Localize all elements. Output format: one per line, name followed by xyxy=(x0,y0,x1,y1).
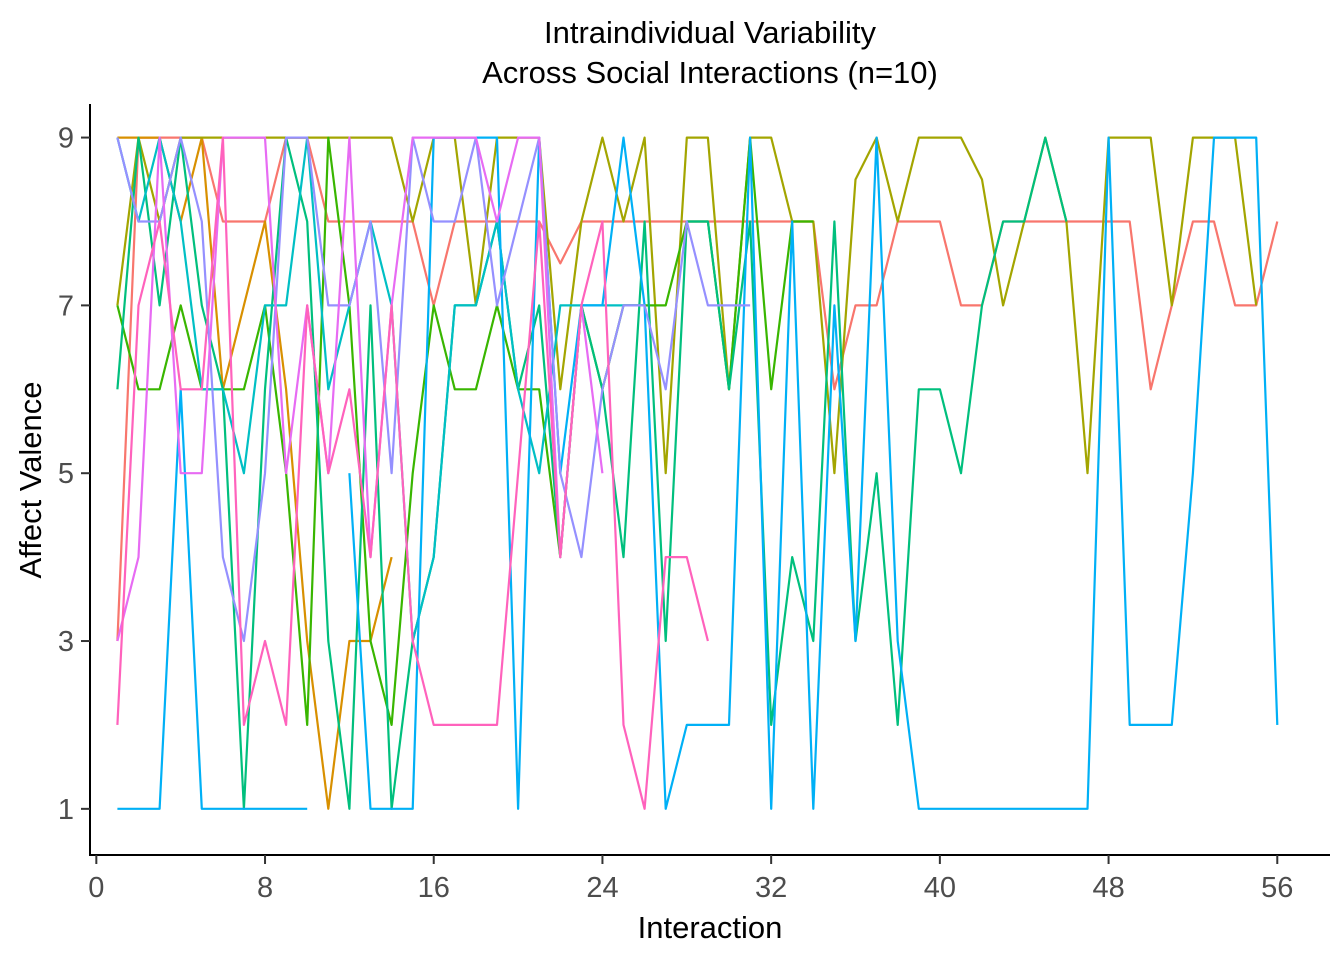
chart-subtitle: Across Social Interactions (n=10) xyxy=(482,55,938,90)
y-tick-label: 3 xyxy=(58,626,74,658)
x-tick-label: 56 xyxy=(1261,872,1293,904)
series-line-7 xyxy=(117,136,1279,810)
series-line-6 xyxy=(116,136,645,643)
series-line-9 xyxy=(116,136,604,642)
y-tick-label: 5 xyxy=(58,458,74,490)
series-line-8 xyxy=(116,136,751,643)
chart-title: Intraindividual Variability xyxy=(544,15,876,50)
x-tick-label: 0 xyxy=(88,872,104,904)
series-line-10 xyxy=(116,136,709,810)
x-ticks: 0 8 16 24 32 40 48 56 xyxy=(88,855,1293,904)
y-tick-label: 1 xyxy=(58,794,74,826)
x-tick-label: 48 xyxy=(1092,872,1124,904)
x-tick-label: 24 xyxy=(586,872,618,904)
x-tick-label: 16 xyxy=(418,872,450,904)
x-tick-label: 32 xyxy=(755,872,787,904)
y-tick-label: 7 xyxy=(58,290,74,322)
plot-lines xyxy=(116,136,1279,810)
series-line-5 xyxy=(116,136,1068,810)
x-axis-title: Interaction xyxy=(638,910,783,945)
x-tick-label: 40 xyxy=(924,872,956,904)
y-ticks: 1 3 5 7 9 xyxy=(58,123,90,826)
y-axis-title: Affect Valence xyxy=(13,381,48,578)
x-tick-label: 8 xyxy=(257,872,273,904)
y-tick-label: 9 xyxy=(58,123,74,155)
